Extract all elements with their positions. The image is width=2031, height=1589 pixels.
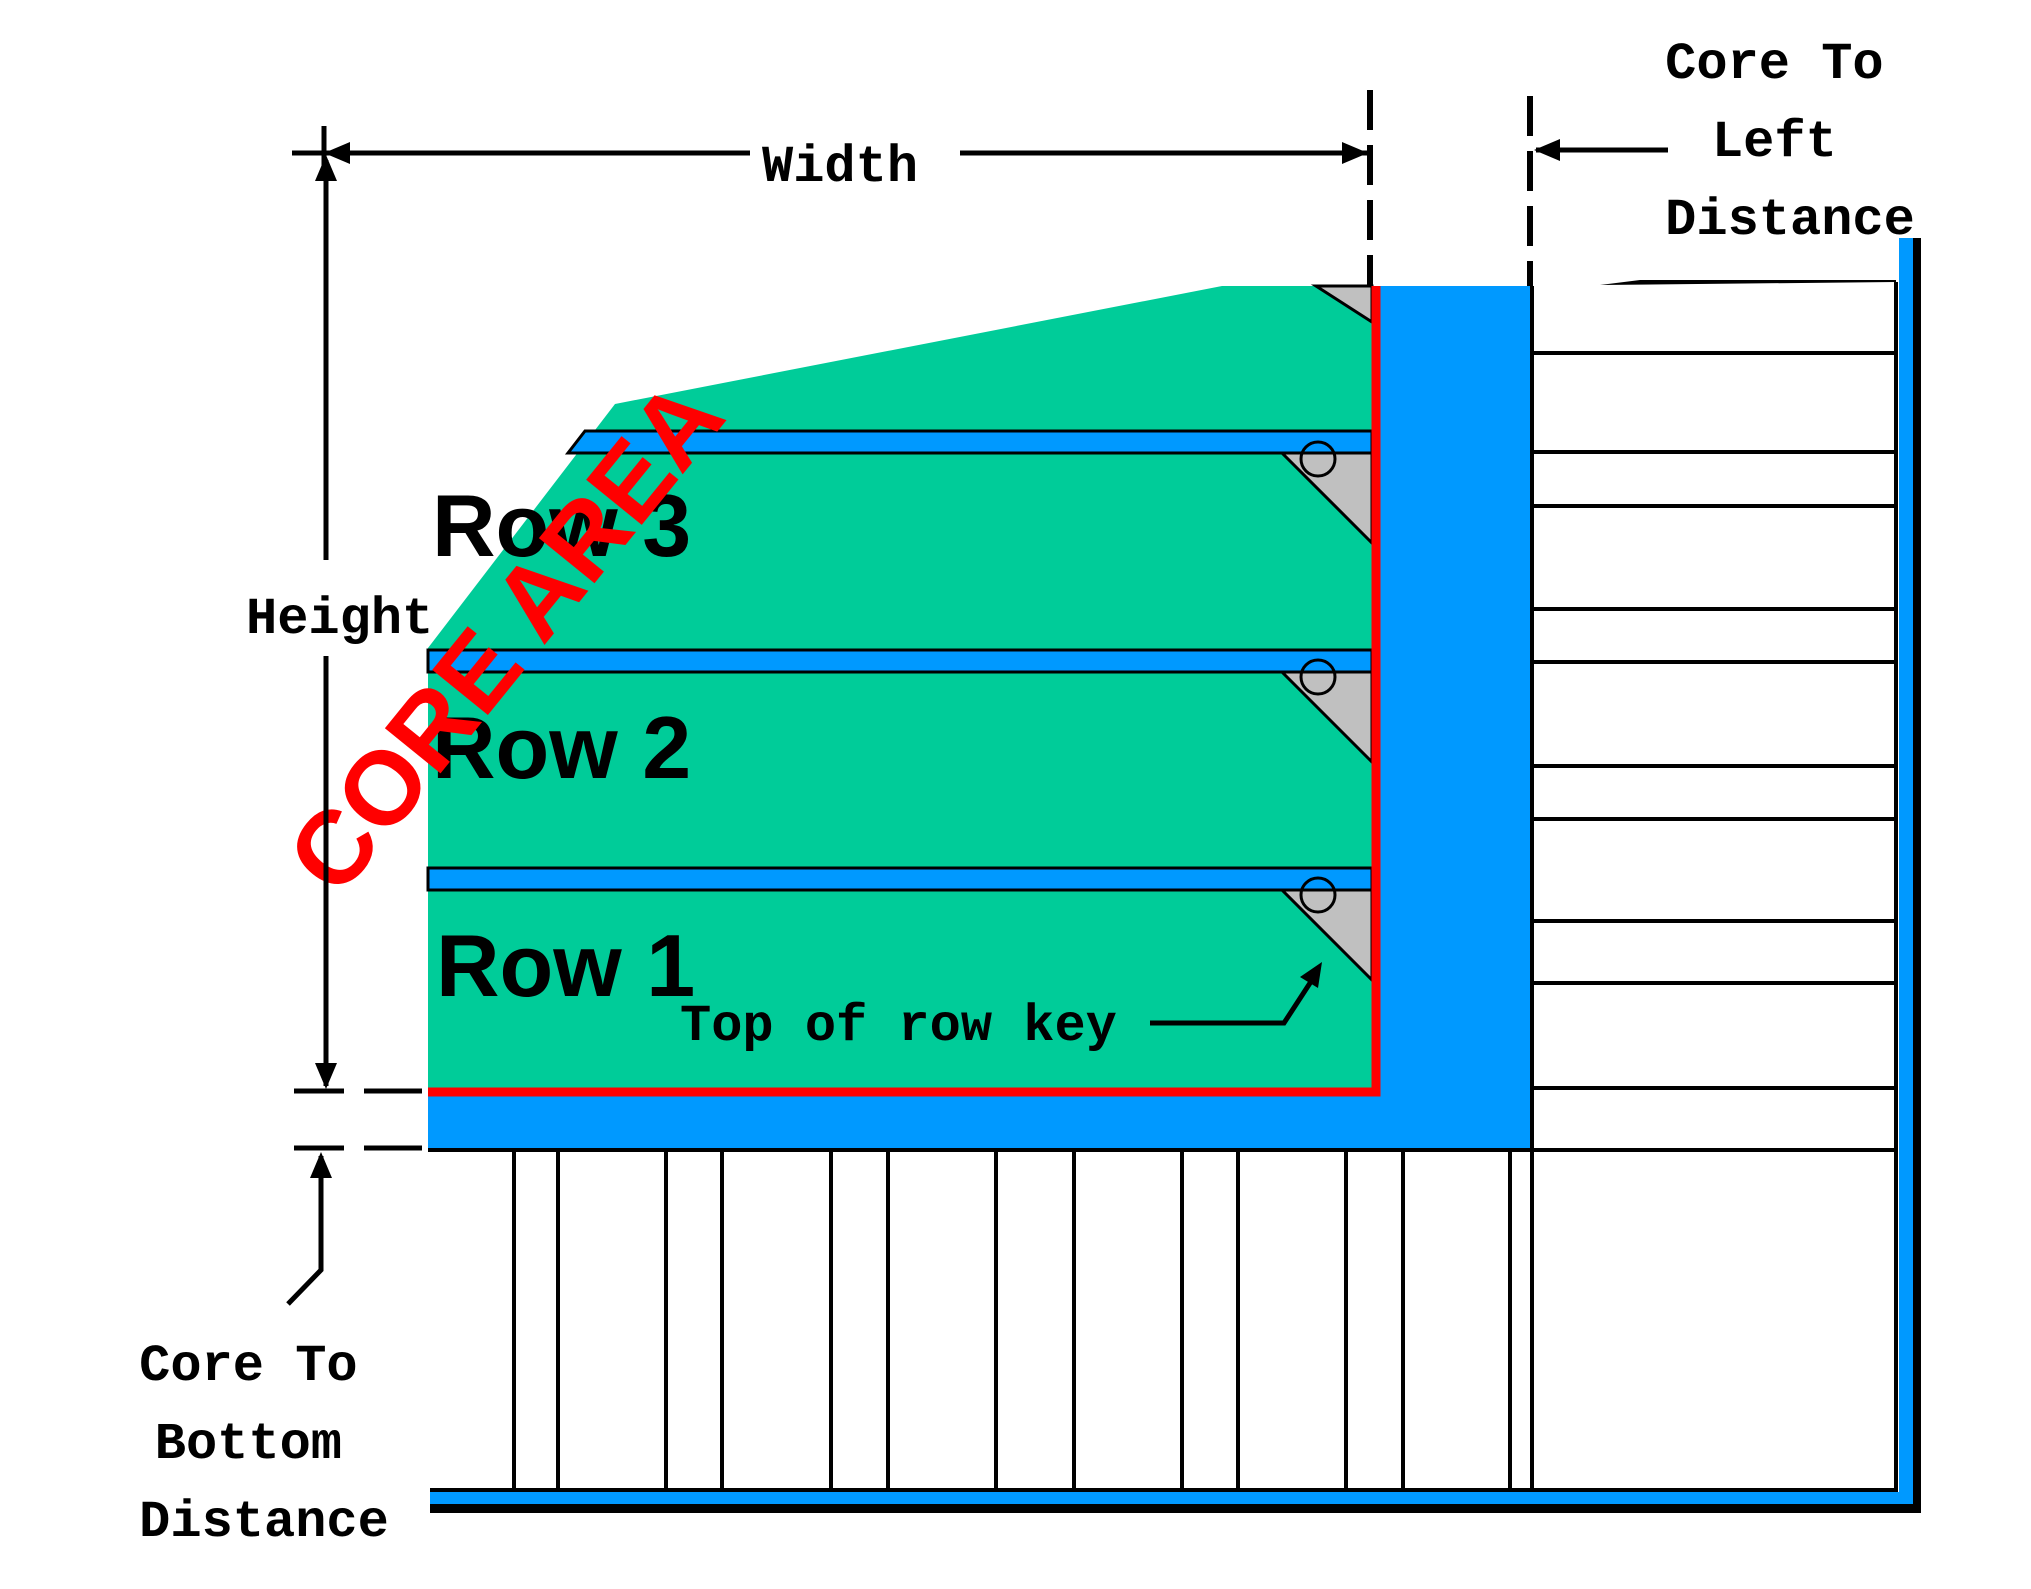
core-to-bottom-label: Core To Bottom Distance <box>139 1337 389 1552</box>
core-to-bottom-line1: Core To <box>139 1337 357 1396</box>
width-label-bg <box>750 128 960 184</box>
routing-channel <box>428 286 1534 1152</box>
height-arrow-bottom <box>315 1063 337 1089</box>
top-of-row-key-label: Top of row key <box>680 997 1117 1056</box>
row3-label: Row 3 <box>432 476 691 575</box>
row-key-callout-arrow <box>1300 962 1322 988</box>
width-label: Width <box>762 138 918 197</box>
row1-label: Row 1 <box>436 916 695 1015</box>
row-keys <box>1278 284 1374 984</box>
channel-bottom <box>428 1094 1530 1150</box>
width-arrow-right <box>1342 142 1368 164</box>
core-to-left-arrow <box>1534 139 1560 161</box>
core-to-left-label: Core To Left Distance <box>1665 35 1915 250</box>
bottom-io-blue-border <box>430 1492 1913 1504</box>
row2-label: Row 2 <box>432 698 691 797</box>
row-channel-1 <box>426 866 1374 892</box>
core-to-bottom-arrow <box>310 1152 332 1178</box>
height-label: Height <box>246 590 433 649</box>
right-io-top-wedge <box>1600 280 1896 285</box>
bottom-io-black-edge <box>430 1504 1921 1513</box>
core-to-left-line3: Distance <box>1665 191 1915 250</box>
core-to-bottom-line3: Distance <box>139 1493 389 1552</box>
right-io-pad-lines <box>1532 351 1896 1152</box>
right-io-blue-border <box>1899 238 1913 1500</box>
core-to-left-line2: Left <box>1712 113 1837 172</box>
width-arrow-left <box>324 142 350 164</box>
right-io-black-edge <box>1913 238 1921 1513</box>
core-to-bottom-dimension <box>286 1145 422 1306</box>
row-channel-2 <box>426 648 1374 674</box>
height-dimension <box>294 160 422 1094</box>
core-to-left-line1: Core To <box>1665 35 1883 94</box>
row-key-row3-circle <box>1299 440 1337 478</box>
height-arrow-top <box>315 155 337 181</box>
row-key-row2-circle <box>1299 658 1337 696</box>
channel-right <box>1378 286 1530 1150</box>
row-key-callout-line <box>1150 978 1315 1026</box>
row-key-row1-circle <box>1299 876 1337 914</box>
core-to-bottom-line2: Bottom <box>155 1415 342 1474</box>
right-io-region <box>1530 238 1921 1513</box>
bottom-io-pad-lines <box>512 1150 1512 1490</box>
bottom-io-region <box>430 1150 1921 1513</box>
core-boundary <box>428 286 1381 1097</box>
core-to-left-dimension <box>1527 96 1668 286</box>
